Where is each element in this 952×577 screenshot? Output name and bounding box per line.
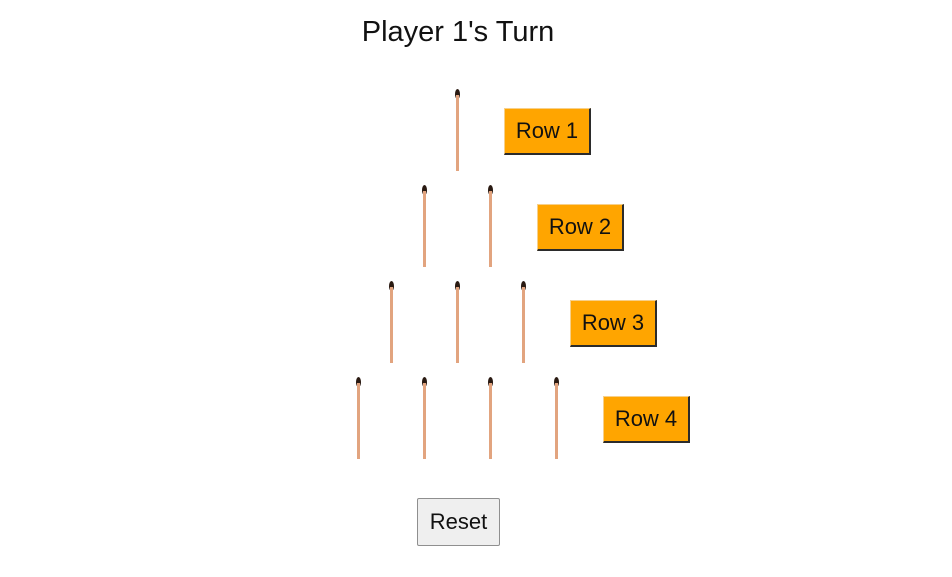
match-head	[454, 89, 460, 99]
row-4-button[interactable]: Row 4	[603, 396, 690, 443]
match-stick	[455, 95, 459, 171]
match-head	[520, 281, 526, 291]
matchstick-icon	[553, 377, 559, 459]
match-head	[421, 185, 427, 195]
matchstick-icon	[454, 89, 460, 171]
match-stick	[554, 383, 558, 459]
matchstick-icon	[388, 281, 394, 363]
match-head	[454, 281, 460, 291]
matchstick-icon	[454, 281, 460, 363]
match-stick	[422, 191, 426, 267]
match-stick	[488, 383, 492, 459]
match-head	[421, 377, 427, 387]
match-head	[487, 185, 493, 195]
match-stick	[455, 287, 459, 363]
match-head	[388, 281, 394, 291]
match-stick	[488, 191, 492, 267]
matchstick-icon	[355, 377, 361, 459]
matchstick-icon	[487, 377, 493, 459]
matchstick-icon	[487, 185, 493, 267]
row-3-button[interactable]: Row 3	[570, 300, 657, 347]
turn-indicator: Player 1's Turn	[361, 16, 555, 48]
match-stick	[356, 383, 360, 459]
match-head	[553, 377, 559, 387]
row-2-button[interactable]: Row 2	[537, 204, 624, 251]
match-head	[355, 377, 361, 387]
match-stick	[521, 287, 525, 363]
match-head	[487, 377, 493, 387]
match-stick	[389, 287, 393, 363]
row-1-button[interactable]: Row 1	[504, 108, 591, 155]
matchstick-icon	[421, 377, 427, 459]
matchstick-icon	[520, 281, 526, 363]
matchstick-icon	[421, 185, 427, 267]
reset-button[interactable]: Reset	[417, 498, 500, 546]
match-stick	[422, 383, 426, 459]
